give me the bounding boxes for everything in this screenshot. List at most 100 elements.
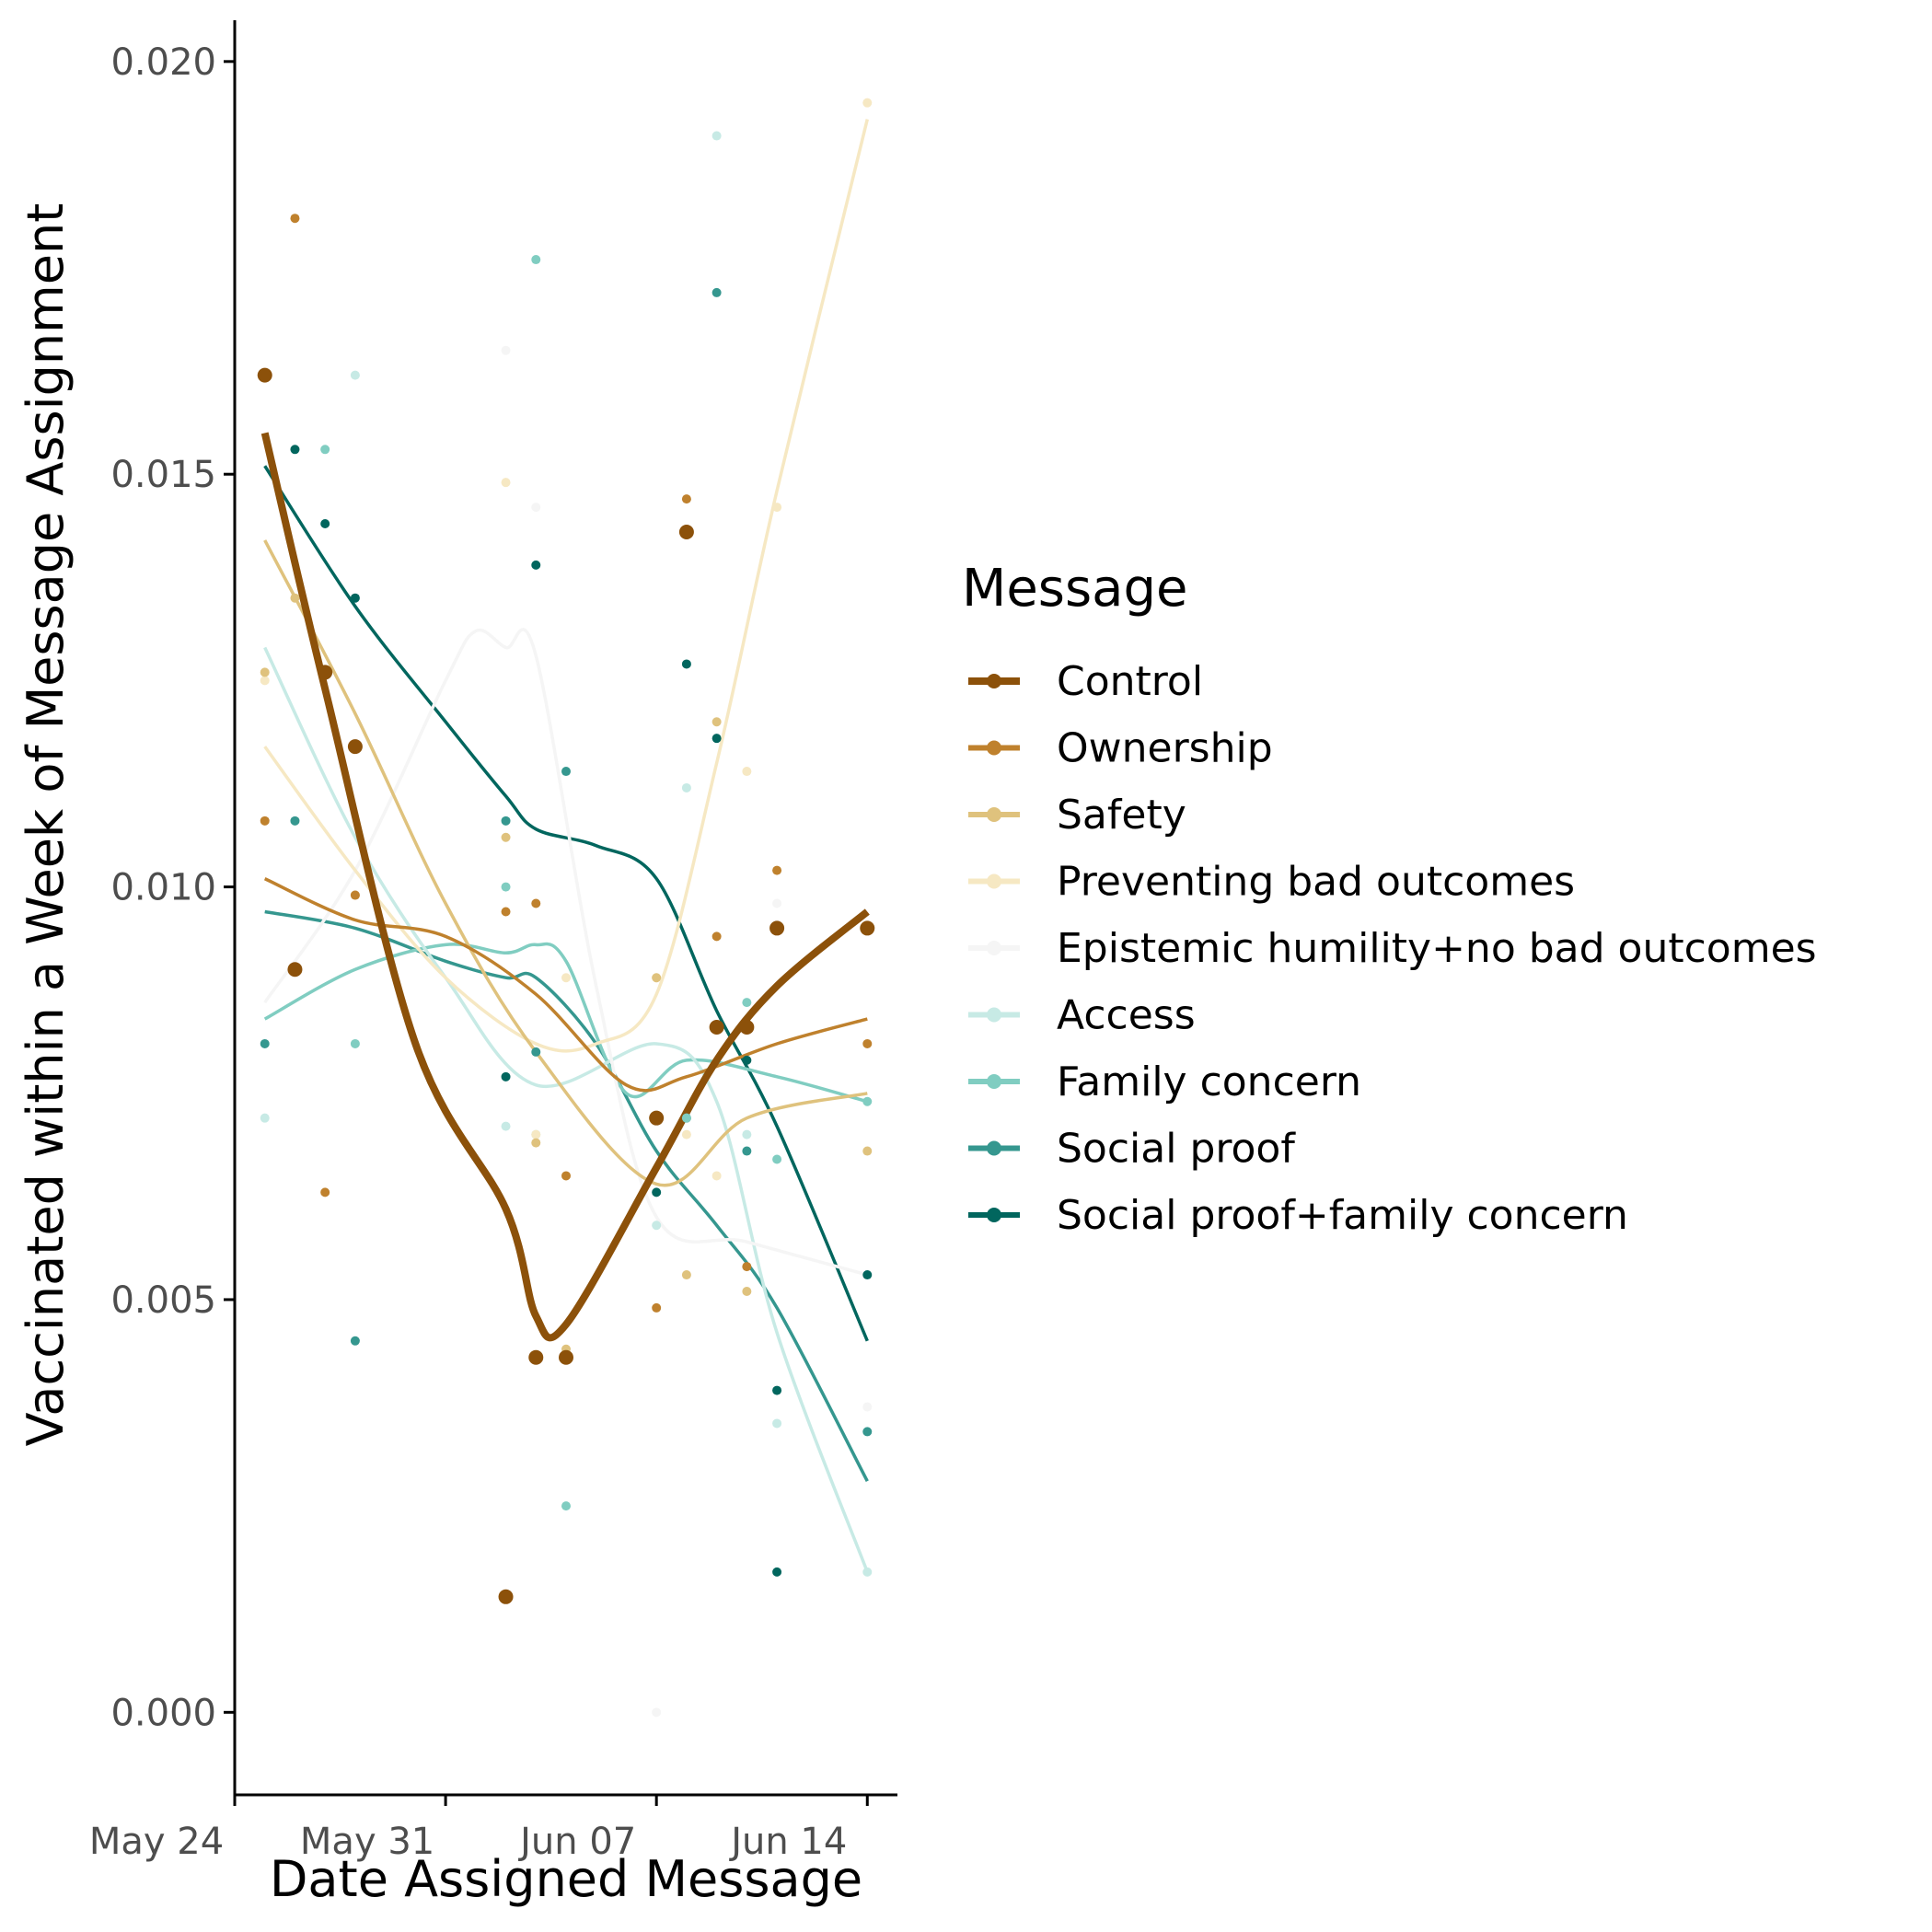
- data-point-ownership: [561, 1171, 571, 1181]
- data-point-social-proof: [561, 767, 571, 777]
- legend-label: Epistemic humility+no bad outcomes: [1057, 925, 1817, 972]
- smooth-line-safety: [263, 539, 868, 1187]
- legend-key-point: [987, 1007, 1001, 1023]
- data-point-social-proof-family-concern: [501, 1071, 511, 1082]
- data-point-social-proof-family-concern: [350, 593, 360, 603]
- data-point-control: [528, 1349, 544, 1365]
- data-point-preventing-bad-outcomes: [862, 98, 873, 108]
- data-point-ownership: [652, 1302, 662, 1313]
- data-point-control: [347, 739, 363, 755]
- y-tick-label: 0.005: [110, 1279, 216, 1322]
- data-point-family-concern: [320, 445, 330, 455]
- data-point-ownership: [350, 890, 360, 900]
- y-axis-title: Vaccinated within a Week of Message Assi…: [17, 203, 75, 1447]
- data-points: [257, 98, 875, 1718]
- y-tick-label: 0.015: [110, 454, 216, 496]
- data-point-social-proof-family-concern: [711, 734, 722, 744]
- legend-label: Control: [1057, 658, 1203, 705]
- data-point-family-concern: [561, 1501, 571, 1511]
- data-point-family-concern: [681, 1113, 691, 1123]
- data-point-family-concern: [350, 1038, 360, 1048]
- data-point-social-proof-family-concern: [772, 1385, 782, 1395]
- data-point-safety: [742, 1286, 752, 1296]
- data-point-preventing-bad-outcomes: [711, 1171, 722, 1181]
- smooth-line-preventing-bad-outcomes: [263, 119, 870, 1053]
- data-point-social-proof-family-concern: [320, 519, 330, 529]
- data-point-access: [260, 1113, 270, 1123]
- data-point-epistemic-humility-no-bad-outcomes: [652, 1707, 662, 1718]
- smooth-line-access: [263, 646, 869, 1573]
- legend-key-point: [987, 941, 1001, 955]
- y-tick-label: 0.020: [110, 41, 216, 84]
- data-point-ownership: [742, 1262, 752, 1272]
- data-point-access: [862, 1567, 873, 1577]
- data-point-social-proof-family-concern: [681, 659, 691, 669]
- data-point-family-concern: [742, 998, 752, 1008]
- legend-item-social-proof: Social proof: [968, 1126, 1296, 1173]
- data-point-social-proof-family-concern: [652, 1187, 662, 1197]
- data-point-family-concern: [772, 1154, 782, 1164]
- smooth-line-epistemic-humility-no-bad-outcomes: [263, 628, 868, 1277]
- data-point-ownership: [320, 1187, 330, 1197]
- data-point-safety: [862, 1146, 873, 1156]
- x-axis-ticks: May 24 May 31 Jun 07 Jun 14: [89, 1795, 869, 1863]
- legend-item-social-proof-family-concern: Social proof+family concern: [968, 1192, 1628, 1239]
- data-point-social-proof-family-concern: [290, 445, 300, 455]
- legend-key-point: [987, 1074, 1001, 1089]
- data-point-social-proof: [862, 1427, 873, 1437]
- legend-item-safety: Safety: [968, 792, 1186, 839]
- data-point-ownership: [260, 816, 270, 826]
- data-point-social-proof: [501, 816, 511, 826]
- smooth-line-ownership: [263, 877, 868, 1093]
- legend-label: Family concern: [1057, 1059, 1361, 1105]
- data-point-safety: [711, 717, 722, 727]
- data-point-preventing-bad-outcomes: [772, 503, 782, 513]
- legend-item-family-concern: Family concern: [968, 1059, 1361, 1105]
- data-point-social-proof: [742, 1146, 752, 1156]
- data-point-social-proof: [350, 1336, 360, 1346]
- data-point-safety: [681, 1270, 691, 1280]
- smooth-line-social-proof-family-concern: [263, 465, 869, 1342]
- data-point-preventing-bad-outcomes: [561, 973, 571, 983]
- data-point-epistemic-humility-no-bad-outcomes: [862, 1402, 873, 1412]
- data-point-family-concern: [501, 882, 511, 892]
- data-point-social-proof-family-concern: [862, 1270, 873, 1280]
- data-point-control: [559, 1349, 573, 1365]
- data-point-safety: [501, 832, 511, 842]
- data-point-epistemic-humility-no-bad-outcomes: [531, 503, 541, 513]
- data-point-social-proof: [531, 1047, 541, 1057]
- legend-item-epistemic-humility-no-bad-outcomes: Epistemic humility+no bad outcomes: [968, 925, 1817, 972]
- data-point-epistemic-humility-no-bad-outcomes: [772, 898, 782, 908]
- plot-panel: [257, 98, 875, 1718]
- legend-title: Message: [962, 559, 1187, 619]
- smooth-lines: [260, 119, 870, 1573]
- legend-key-point: [987, 1208, 1001, 1222]
- data-point-access: [350, 370, 360, 380]
- data-point-control: [649, 1110, 665, 1126]
- legend-label: Preventing bad outcomes: [1057, 859, 1575, 906]
- y-tick-label: 0.000: [110, 1692, 216, 1734]
- legend-item-control: Control: [968, 658, 1203, 705]
- legend-key-point: [987, 740, 1001, 756]
- data-point-control: [739, 1020, 755, 1035]
- data-point-control: [257, 367, 272, 383]
- data-point-control: [318, 665, 333, 680]
- legend-key-point: [987, 1140, 1001, 1156]
- legend-item-preventing-bad-outcomes: Preventing bad outcomes: [968, 859, 1575, 906]
- data-point-epistemic-humility-no-bad-outcomes: [501, 345, 511, 355]
- legend-key-point: [987, 807, 1001, 822]
- data-point-social-proof-family-concern: [772, 1567, 782, 1577]
- data-point-safety: [260, 667, 270, 677]
- data-point-ownership: [711, 931, 722, 942]
- data-point-access: [772, 1418, 782, 1429]
- legend-key-point: [987, 873, 1001, 889]
- y-tick-label: 0.010: [110, 867, 216, 909]
- data-point-family-concern: [862, 1096, 873, 1106]
- legend-label: Ownership: [1057, 725, 1273, 772]
- data-point-access: [501, 1121, 511, 1131]
- x-tick-label: Jun 14: [728, 1821, 847, 1863]
- data-point-social-proof: [260, 1038, 270, 1048]
- data-point-preventing-bad-outcomes: [681, 1129, 691, 1140]
- smooth-line-family-concern: [263, 942, 868, 1104]
